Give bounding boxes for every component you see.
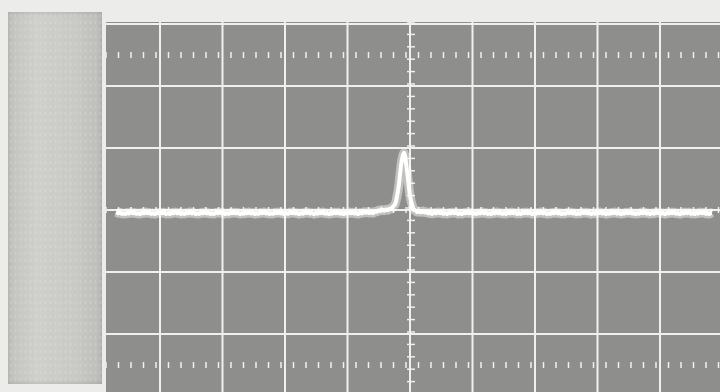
graticule-and-trace — [106, 22, 720, 392]
oscilloscope-screen — [106, 22, 720, 392]
masking-tape-strip — [8, 12, 102, 384]
signal-trace — [115, 150, 713, 217]
graticule-minor-ticks — [106, 22, 720, 383]
